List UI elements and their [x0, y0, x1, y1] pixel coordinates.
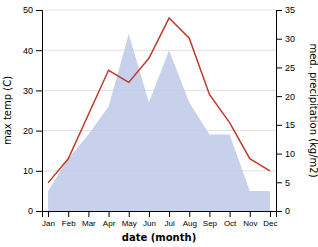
tick: Oct	[224, 211, 237, 228]
tick-mark	[169, 211, 170, 217]
tick: Nov	[243, 211, 257, 228]
axis-line	[277, 11, 283, 212]
tick-mark	[230, 211, 231, 217]
tick-mark	[36, 90, 42, 91]
line	[48, 18, 270, 183]
tick: Dec	[263, 211, 277, 228]
tick-mark	[276, 154, 282, 155]
tick-mark	[36, 10, 42, 11]
tick-mark	[209, 211, 210, 217]
grid	[42, 10, 276, 211]
tick-mark	[189, 211, 190, 217]
tick: 20	[23, 126, 42, 136]
tick-mark	[250, 211, 251, 217]
tick: 10	[276, 149, 295, 159]
tick-label: 40	[23, 46, 33, 56]
tick-label: 20	[285, 92, 295, 102]
tick-label: 25	[285, 63, 295, 73]
tick: 40	[23, 46, 42, 56]
tick-mark	[88, 211, 89, 217]
grid-line	[42, 50, 276, 51]
tick-mark	[129, 211, 130, 217]
tick: Jul	[164, 211, 174, 228]
y2-axis: 0 5 10 15 20 25 30 35	[276, 5, 295, 216]
tick-mark	[36, 211, 42, 212]
tick-mark	[276, 182, 282, 183]
tick: 10	[23, 166, 42, 176]
chart: Jan Feb Mar Apr May Jun Jul Aug Sep Oct Nov Dec 0 10 2…	[0, 0, 318, 247]
tick-label: Jan	[42, 219, 55, 228]
tick-label: 30	[23, 86, 33, 96]
tick-label: 20	[23, 126, 33, 136]
area	[48, 34, 270, 211]
tick-label: 10	[23, 166, 33, 176]
tick: Jan	[42, 211, 55, 228]
tick: 50	[23, 5, 42, 15]
tick-label: 0	[28, 206, 33, 216]
tick-label: May	[122, 219, 137, 228]
tick: 15	[276, 120, 295, 130]
plot: Jan Feb Mar Apr May Jun Jul Aug Sep Oct Nov Dec 0 10 2…	[23, 5, 295, 227]
tick-mark	[276, 125, 282, 126]
tick: Sep	[203, 211, 218, 228]
grid-line	[42, 10, 276, 11]
tick-label: Nov	[243, 219, 257, 228]
y-axis: 0 10 20 30 40 50	[23, 5, 43, 216]
tick: 35	[276, 5, 295, 15]
tick: 20	[276, 92, 295, 102]
tick-mark	[68, 211, 69, 217]
tick-label: Dec	[263, 219, 277, 228]
tick: 30	[276, 34, 295, 44]
tick-mark	[276, 67, 282, 68]
axis-line	[36, 11, 43, 212]
y2-axis-title: med. precipitation (kg/m2)	[308, 43, 318, 177]
tick-mark	[270, 211, 271, 217]
tick-mark	[36, 131, 42, 132]
tick-mark	[36, 50, 42, 51]
tick-label: 0	[285, 206, 290, 216]
tick-label: Sep	[203, 219, 218, 228]
tick-label: Oct	[224, 219, 237, 228]
tick-mark	[276, 96, 282, 97]
tick: 0	[28, 206, 42, 216]
tick: 30	[23, 86, 42, 96]
tick-mark	[276, 10, 282, 11]
tick: Feb	[62, 211, 76, 228]
tick-label: Aug	[183, 219, 197, 228]
tick-label: Jul	[164, 219, 174, 228]
tick-mark	[36, 171, 42, 172]
tick-label: 30	[285, 34, 295, 44]
tick-label: 15	[285, 120, 295, 130]
tick-mark	[276, 211, 282, 212]
x-axis-title: date (month)	[122, 232, 196, 243]
tick-label: 50	[23, 5, 33, 15]
tick-mark	[109, 211, 110, 217]
tick: Aug	[183, 211, 197, 228]
tick-label: Jun	[143, 219, 156, 228]
tick-label: 10	[285, 149, 295, 159]
tick: May	[122, 211, 137, 228]
tick-mark	[149, 211, 150, 217]
tick-label: 5	[285, 178, 290, 188]
tick: Mar	[82, 211, 96, 228]
tick-label: Apr	[103, 219, 116, 228]
tick: 0	[276, 206, 290, 216]
tick: Apr	[103, 211, 116, 228]
y-axis-title: max temp (C)	[2, 76, 13, 145]
tick: 25	[276, 63, 295, 73]
tick-label: Mar	[82, 219, 96, 228]
tick: Jun	[143, 211, 156, 228]
tick-label: Feb	[62, 219, 76, 228]
tick-mark	[48, 211, 49, 217]
tick-mark	[276, 39, 282, 40]
marks	[48, 18, 270, 211]
tick: 5	[276, 178, 290, 188]
axis-line	[43, 212, 277, 218]
tick-label: 35	[285, 5, 295, 15]
x-axis: Jan Feb Mar Apr May Jun Jul Aug Sep Oct Nov Dec	[42, 211, 277, 228]
